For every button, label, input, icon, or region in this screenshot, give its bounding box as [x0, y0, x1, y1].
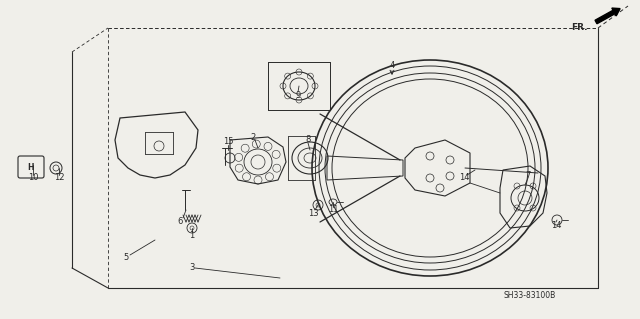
Text: 6: 6 [177, 218, 182, 226]
Text: 3: 3 [189, 263, 195, 272]
Text: 5: 5 [124, 253, 129, 262]
Text: 14: 14 [459, 174, 469, 182]
FancyArrow shape [595, 8, 620, 24]
Text: 1: 1 [189, 232, 195, 241]
Text: H: H [28, 164, 35, 173]
Text: 13: 13 [308, 209, 318, 218]
Text: 2: 2 [250, 132, 255, 142]
Text: 8: 8 [305, 136, 310, 145]
Text: 7: 7 [525, 170, 531, 180]
Text: 9: 9 [296, 91, 301, 100]
Text: 15: 15 [223, 137, 233, 146]
Text: 12: 12 [54, 174, 64, 182]
Text: 10: 10 [28, 174, 38, 182]
Text: SH33-83100B: SH33-83100B [504, 291, 556, 300]
Text: 4: 4 [389, 61, 395, 70]
Text: FR.: FR. [572, 23, 588, 32]
Text: 11: 11 [328, 205, 339, 214]
Text: 14: 14 [551, 221, 561, 231]
